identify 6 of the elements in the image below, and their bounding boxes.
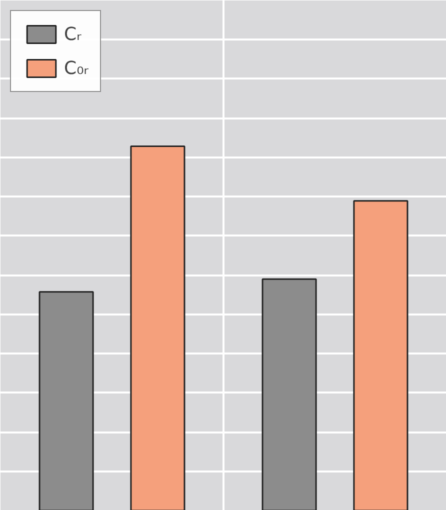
legend-label: Cᵣ: [64, 24, 82, 44]
bar: [262, 278, 317, 510]
legend-label: C₀ᵣ: [64, 58, 88, 78]
bar: [130, 145, 186, 510]
bar: [353, 200, 408, 510]
bar: [38, 291, 94, 510]
